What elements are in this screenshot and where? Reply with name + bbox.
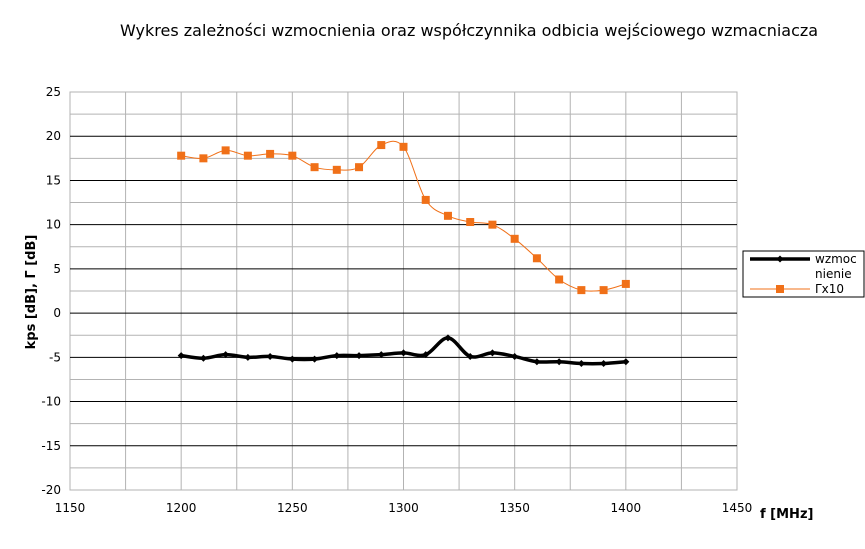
- series-layer: [177, 140, 630, 368]
- data-point-square: [310, 163, 319, 172]
- data-point-square: [221, 146, 230, 155]
- data-point-diamond: [355, 352, 363, 360]
- data-point-diamond: [333, 352, 341, 360]
- data-point-diamond: [600, 360, 608, 368]
- y-tick-label: -5: [49, 350, 61, 364]
- y-tick-label: 25: [46, 85, 61, 99]
- data-point-diamond: [488, 349, 496, 357]
- legend-swatch-diamond: [776, 255, 784, 263]
- legend-label: wzmoc: [815, 252, 857, 266]
- data-point-diamond: [311, 355, 319, 363]
- data-point-square: [421, 195, 430, 204]
- y-tick-label: 20: [46, 129, 61, 143]
- x-tick-label: 1300: [388, 501, 419, 515]
- series-1: [177, 334, 630, 368]
- data-point-square: [466, 218, 475, 227]
- legend-swatch-square: [776, 285, 784, 293]
- legend-label: Γx10: [815, 282, 844, 296]
- data-point-diamond: [377, 351, 385, 359]
- data-point-diamond: [444, 334, 452, 342]
- grid: [69, 91, 738, 491]
- data-point-diamond: [511, 352, 519, 360]
- data-point-square: [243, 151, 252, 160]
- data-point-diamond: [400, 349, 407, 357]
- data-point-square: [355, 163, 364, 172]
- series-2: [177, 140, 630, 295]
- data-point-diamond: [555, 358, 563, 366]
- data-point-square: [266, 149, 275, 158]
- data-point-square: [510, 234, 519, 243]
- data-point-square: [399, 142, 408, 151]
- x-tick-label: 1350: [499, 501, 530, 515]
- data-point-diamond: [622, 358, 630, 366]
- y-tick-label: 0: [53, 306, 61, 320]
- y-axis-label: kps [dB], Γ [dB]: [24, 235, 39, 350]
- data-point-diamond: [288, 355, 296, 363]
- x-axis-label: f [MHz]: [760, 507, 813, 522]
- data-point-square: [443, 211, 452, 220]
- y-tick-labels: 25 20 15 10 5 0 -5 -10 -15 -20: [41, 85, 61, 497]
- data-point-square: [377, 141, 386, 150]
- y-tick-label: 15: [46, 173, 61, 187]
- x-tick-label: 1150: [55, 501, 86, 515]
- y-tick-label: -15: [41, 439, 61, 453]
- data-point-square: [555, 275, 564, 284]
- x-tick-labels: 1150 1200 1250 1300 1350 1400 1450: [55, 501, 753, 515]
- data-point-diamond: [422, 351, 430, 359]
- legend-label: nienie: [815, 267, 852, 281]
- data-point-square: [177, 151, 186, 160]
- x-tick-label: 1250: [277, 501, 308, 515]
- data-point-square: [621, 279, 630, 288]
- data-point-square: [288, 151, 297, 160]
- data-point-square: [599, 286, 608, 295]
- data-point-diamond: [577, 360, 585, 368]
- data-point-square: [532, 254, 541, 263]
- y-tick-label: 10: [46, 218, 61, 232]
- data-point-diamond: [244, 353, 252, 361]
- y-tick-label: -20: [41, 483, 61, 497]
- y-tick-label: -10: [41, 395, 61, 409]
- x-tick-label: 1450: [722, 501, 753, 515]
- data-point-square: [332, 165, 341, 174]
- chart-title: Wykres zależności wzmocnienia oraz współ…: [120, 21, 818, 40]
- data-point-diamond: [266, 352, 274, 360]
- data-point-diamond: [466, 352, 474, 360]
- data-point-diamond: [533, 358, 541, 366]
- x-tick-label: 1400: [611, 501, 642, 515]
- data-point-diamond: [222, 351, 230, 359]
- y-tick-label: 5: [53, 262, 61, 276]
- data-point-diamond: [199, 354, 207, 362]
- data-point-square: [488, 220, 497, 229]
- data-point-square: [577, 286, 586, 295]
- x-tick-label: 1200: [166, 501, 197, 515]
- data-point-square: [199, 154, 208, 163]
- data-point-diamond: [177, 352, 185, 360]
